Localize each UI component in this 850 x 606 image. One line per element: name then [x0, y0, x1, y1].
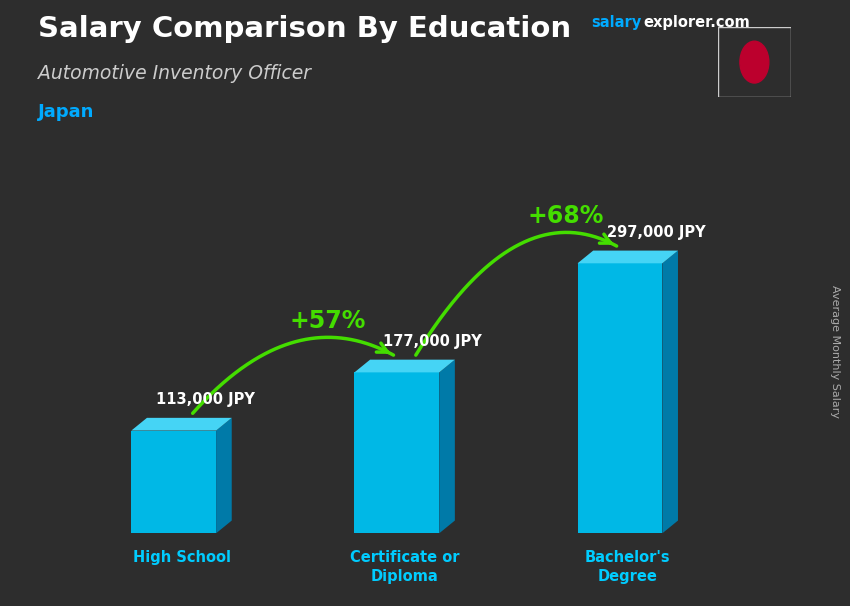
Polygon shape: [131, 418, 232, 430]
Text: Automotive Inventory Officer: Automotive Inventory Officer: [38, 64, 311, 82]
Polygon shape: [354, 372, 439, 533]
Polygon shape: [662, 251, 678, 533]
Text: Salary Comparison By Education: Salary Comparison By Education: [38, 15, 571, 43]
Text: explorer.com: explorer.com: [643, 15, 751, 30]
Polygon shape: [578, 251, 678, 263]
Polygon shape: [216, 418, 232, 533]
Text: Bachelor's
Degree: Bachelor's Degree: [585, 550, 671, 584]
Text: 297,000 JPY: 297,000 JPY: [607, 225, 706, 239]
Text: Japan: Japan: [38, 103, 94, 121]
Polygon shape: [439, 359, 455, 533]
Text: salary: salary: [591, 15, 641, 30]
Polygon shape: [131, 430, 216, 533]
Circle shape: [740, 41, 768, 83]
Text: High School: High School: [133, 550, 230, 565]
Text: Average Monthly Salary: Average Monthly Salary: [830, 285, 840, 418]
Polygon shape: [354, 359, 455, 372]
Text: 113,000 JPY: 113,000 JPY: [156, 392, 255, 407]
Text: 177,000 JPY: 177,000 JPY: [383, 334, 482, 348]
Text: Certificate or
Diploma: Certificate or Diploma: [350, 550, 459, 584]
Text: +57%: +57%: [290, 309, 366, 333]
Text: +68%: +68%: [528, 204, 604, 228]
Polygon shape: [578, 263, 662, 533]
